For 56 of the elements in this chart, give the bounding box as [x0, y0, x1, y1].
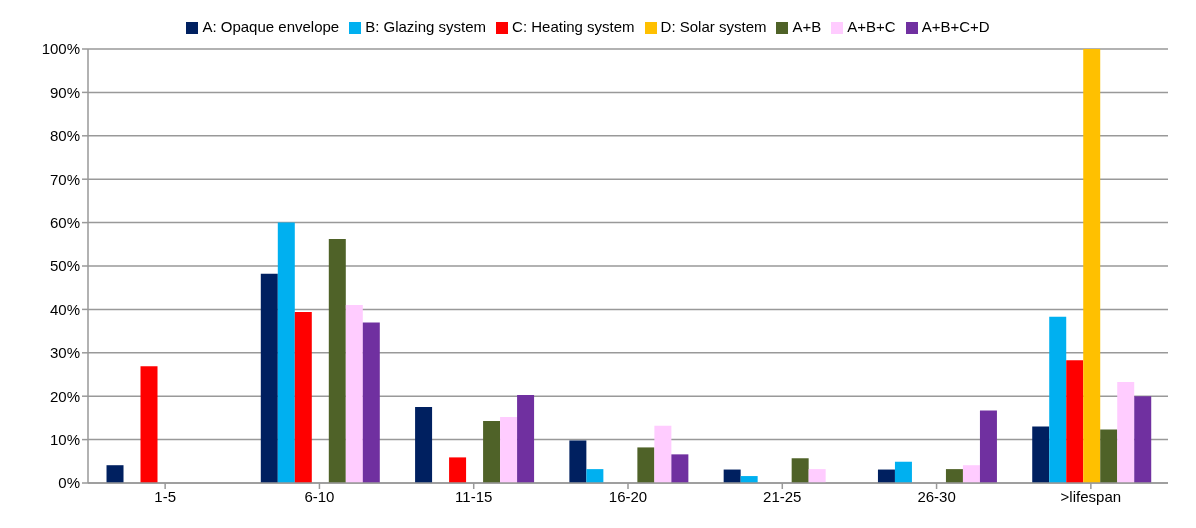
bar: [945, 469, 963, 483]
bar: [483, 420, 501, 483]
legend-label: A+B+C: [847, 18, 896, 35]
x-tick-label: 1-5: [154, 487, 176, 505]
bar: [449, 457, 467, 483]
legend-label: C: Heating system: [512, 18, 635, 35]
bar: [1117, 381, 1135, 483]
bar: [569, 440, 587, 483]
bar: [500, 417, 518, 483]
bar: [1066, 360, 1084, 483]
bar: [671, 454, 689, 483]
bar: [1032, 426, 1050, 483]
bar: [791, 458, 809, 483]
bar: [260, 273, 278, 483]
bar: [962, 465, 980, 483]
x-tick-label: 16-20: [608, 487, 648, 505]
y-tick-label: 0%: [58, 474, 80, 492]
legend-label: A+B+C+D: [921, 18, 990, 35]
y-tick-label: 20%: [49, 387, 80, 405]
bar: [979, 410, 997, 483]
bar: [106, 465, 124, 483]
bar: [277, 222, 295, 483]
bar: [517, 394, 535, 483]
bar: [586, 469, 604, 483]
bar: [345, 305, 363, 483]
x-tick-label: 26-30: [917, 487, 956, 505]
bar: [140, 366, 158, 483]
bar: [1100, 429, 1118, 483]
y-tick-label: 90%: [49, 83, 80, 101]
y-tick-label: 80%: [49, 127, 80, 145]
legend-label: D: Solar system: [660, 18, 767, 35]
bar: [362, 322, 380, 483]
bar: [294, 312, 312, 483]
y-tick-label: 60%: [49, 213, 80, 231]
y-tick-label: 30%: [49, 344, 80, 362]
legend-label: B: Glazing system: [365, 18, 487, 35]
x-tick-label: >lifespan: [1060, 487, 1122, 505]
bar: [1083, 49, 1101, 483]
y-tick-label: 100%: [41, 40, 80, 58]
y-tick-label: 50%: [49, 257, 80, 275]
bar: [808, 469, 826, 483]
legend-label: A: Opaque envelope: [202, 18, 340, 35]
bar: [1049, 316, 1067, 483]
x-tick-label: 11-15: [455, 487, 493, 505]
bar: [328, 239, 346, 483]
y-tick-label: 10%: [49, 430, 80, 448]
bar: [415, 407, 433, 483]
legend-label: A+B: [792, 18, 822, 35]
y-tick-label: 70%: [49, 170, 80, 188]
bar: [654, 425, 672, 483]
x-tick-label: 21-25: [763, 487, 802, 505]
bar: [1134, 396, 1152, 483]
x-tick-label: 6-10: [304, 487, 335, 505]
bar: [637, 447, 655, 483]
bar: [894, 461, 912, 483]
y-tick-label: 40%: [49, 300, 80, 318]
